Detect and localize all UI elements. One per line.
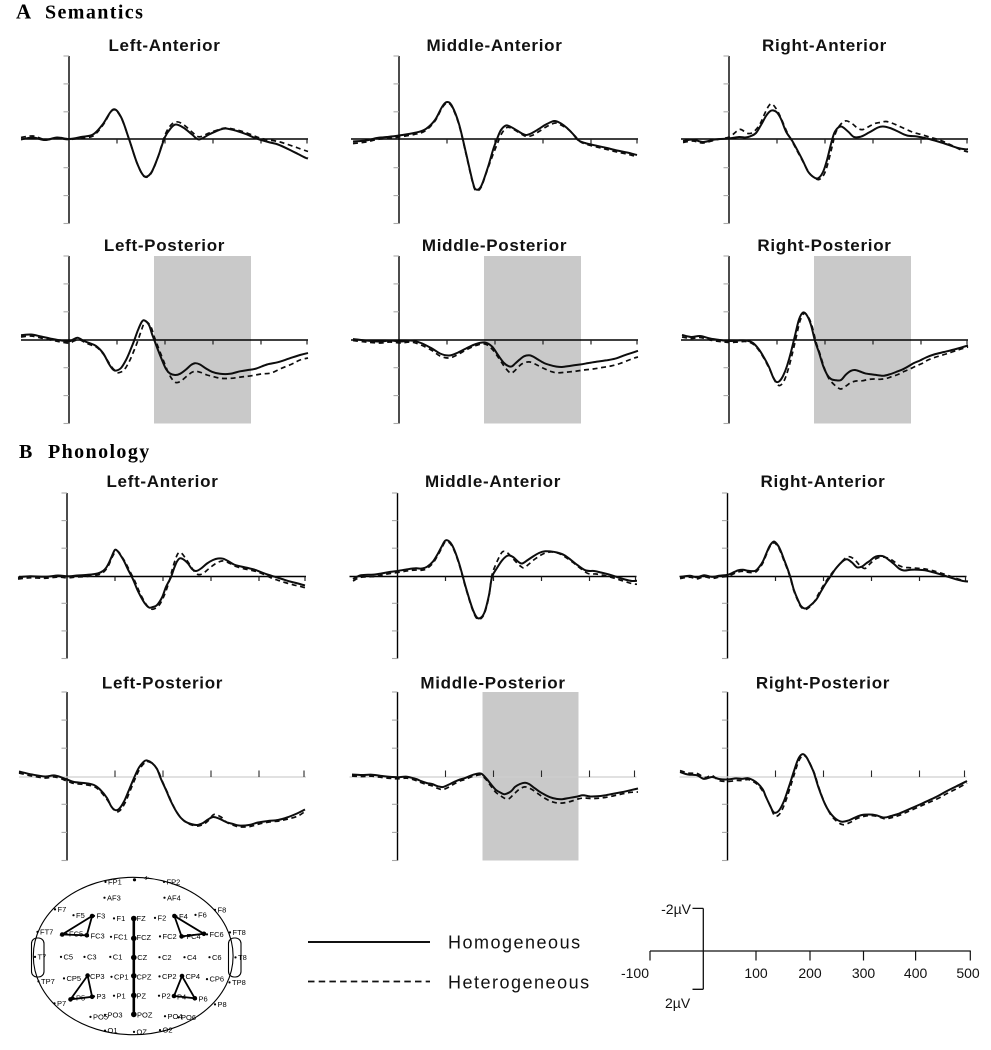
- svg-text:C2: C2: [162, 953, 172, 962]
- svg-text:O2: O2: [163, 1026, 173, 1035]
- svg-text:Heterogeneous: Heterogeneous: [448, 973, 591, 993]
- svg-text:Middle-Posterior: Middle-Posterior: [420, 674, 565, 693]
- svg-text:TP7: TP7: [41, 977, 55, 986]
- svg-text:500: 500: [956, 965, 980, 981]
- svg-text:-2µV: -2µV: [661, 901, 692, 917]
- svg-text:TP8: TP8: [232, 978, 246, 987]
- svg-text:FP1: FP1: [108, 878, 122, 887]
- svg-text:Right-Posterior: Right-Posterior: [757, 236, 891, 255]
- svg-text:FC2: FC2: [163, 932, 177, 941]
- svg-text:CP2: CP2: [162, 972, 177, 981]
- svg-text:Left-Anterior: Left-Anterior: [108, 36, 220, 55]
- svg-text:Middle-Anterior: Middle-Anterior: [426, 36, 562, 55]
- svg-text:PO3: PO3: [108, 1011, 123, 1020]
- svg-text:PO5: PO5: [93, 1013, 108, 1022]
- svg-text:CP1: CP1: [114, 972, 129, 981]
- svg-text:F6: F6: [198, 911, 207, 920]
- svg-text:Right-Anterior: Right-Anterior: [760, 472, 885, 491]
- svg-text:-100: -100: [621, 965, 649, 981]
- svg-text:P7: P7: [57, 999, 66, 1008]
- svg-text:B: B: [19, 441, 32, 463]
- svg-text:FT8: FT8: [233, 928, 246, 937]
- svg-text:P2: P2: [162, 991, 171, 1000]
- svg-text:FC4: FC4: [187, 932, 201, 941]
- svg-text:P6: P6: [199, 995, 208, 1004]
- svg-text:PO4: PO4: [168, 1012, 183, 1021]
- svg-text:FC5: FC5: [69, 930, 83, 939]
- svg-text:O1: O1: [108, 1026, 118, 1035]
- svg-text:FP2: FP2: [167, 878, 181, 887]
- svg-text:C4: C4: [187, 953, 197, 962]
- svg-text:C1: C1: [113, 953, 123, 962]
- svg-text:FT7: FT7: [40, 928, 53, 937]
- svg-text:T7: T7: [38, 953, 47, 962]
- svg-text:Homogeneous: Homogeneous: [448, 933, 582, 953]
- svg-text:FC3: FC3: [91, 932, 105, 941]
- svg-text:FC1: FC1: [114, 932, 128, 941]
- svg-text:Right-Posterior: Right-Posterior: [756, 674, 890, 693]
- svg-text:CP4: CP4: [186, 972, 201, 981]
- svg-text:P8: P8: [218, 1000, 227, 1009]
- svg-text:CP3: CP3: [90, 972, 105, 981]
- svg-text:F3: F3: [97, 912, 106, 921]
- svg-text:C6: C6: [212, 953, 222, 962]
- svg-text:300: 300: [852, 965, 876, 981]
- svg-text:100: 100: [744, 965, 768, 981]
- svg-text:FZ: FZ: [137, 914, 147, 923]
- svg-text:F2: F2: [158, 914, 167, 923]
- svg-text:Left-Posterior: Left-Posterior: [104, 236, 225, 255]
- svg-text:CP6: CP6: [210, 975, 225, 984]
- svg-text:Left-Anterior: Left-Anterior: [106, 472, 218, 491]
- svg-text:AF3: AF3: [107, 893, 121, 902]
- svg-text:C5: C5: [64, 953, 74, 962]
- svg-text:F8: F8: [218, 906, 227, 915]
- svg-text:A: A: [16, 0, 32, 24]
- svg-text:400: 400: [904, 965, 928, 981]
- svg-text:OZ: OZ: [137, 1028, 148, 1037]
- svg-text:CZ: CZ: [137, 953, 147, 962]
- svg-text:Semantics: Semantics: [45, 2, 144, 24]
- svg-text:Middle-Anterior: Middle-Anterior: [425, 472, 561, 491]
- svg-text:FCZ: FCZ: [137, 933, 152, 942]
- svg-text:CP5: CP5: [67, 974, 82, 983]
- svg-text:CPZ: CPZ: [137, 973, 152, 982]
- svg-text:Right-Anterior: Right-Anterior: [762, 36, 887, 55]
- svg-text:PO6: PO6: [181, 1013, 196, 1022]
- svg-text:F7: F7: [58, 905, 67, 914]
- svg-text:F1: F1: [117, 914, 126, 923]
- svg-text:POZ: POZ: [137, 1011, 153, 1020]
- svg-text:F5: F5: [76, 911, 85, 920]
- svg-text:T8: T8: [238, 953, 247, 962]
- svg-text:F4: F4: [179, 912, 188, 921]
- svg-text:PZ: PZ: [137, 992, 147, 1001]
- svg-text:2µV: 2µV: [665, 995, 691, 1011]
- svg-text:P1: P1: [117, 991, 126, 1000]
- svg-text:AF4: AF4: [167, 893, 181, 902]
- svg-text:Left-Posterior: Left-Posterior: [102, 674, 223, 693]
- svg-text:Middle-Posterior: Middle-Posterior: [422, 236, 567, 255]
- svg-text:C3: C3: [87, 953, 97, 962]
- svg-text:P4: P4: [177, 993, 186, 1002]
- svg-text:P3: P3: [97, 992, 106, 1001]
- svg-text:200: 200: [798, 965, 822, 981]
- svg-text:FC6: FC6: [210, 930, 224, 939]
- svg-text:P5: P5: [76, 994, 85, 1003]
- svg-text:Phonology: Phonology: [48, 441, 151, 463]
